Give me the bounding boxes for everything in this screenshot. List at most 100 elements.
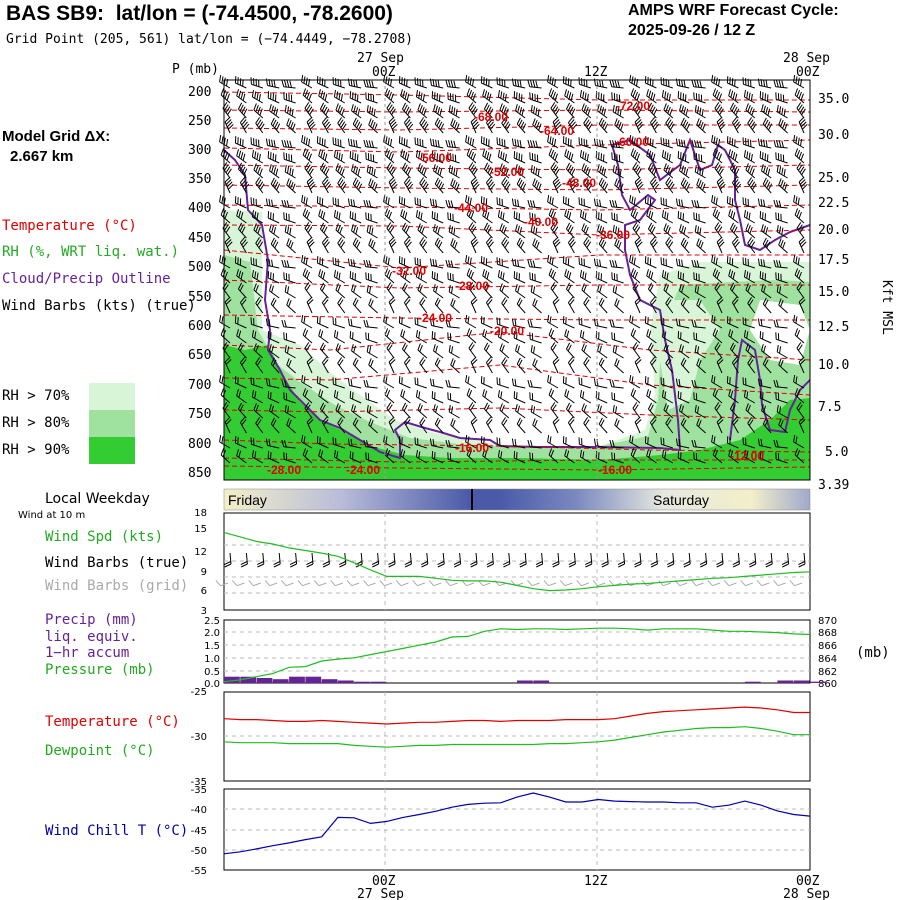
wind-barb: [550, 102, 560, 119]
label-temperature: Temperature (°C): [45, 714, 180, 730]
wind-barb: [388, 296, 396, 314]
wind-barb: [728, 449, 739, 464]
wind-barb: [696, 178, 706, 194]
wind-barb: [581, 103, 592, 119]
wind-barb: [321, 116, 332, 134]
wind-barb: [234, 376, 247, 389]
wind-barb: [579, 330, 592, 344]
wind-barb: [578, 377, 591, 389]
wind-barb: [598, 237, 608, 254]
wind-barb: [743, 90, 756, 104]
wind-barb: [583, 177, 593, 194]
wind-barb: [513, 211, 526, 224]
wind-barb: [647, 102, 658, 119]
wind-barb: [757, 438, 772, 449]
wind-barb: [448, 105, 460, 119]
wind-barb: [759, 91, 772, 104]
precip-bar: [533, 680, 550, 683]
precip-ytick: 0.5: [204, 667, 220, 678]
surface-wind-barb: [453, 552, 462, 568]
wind-barb: [433, 404, 444, 419]
surface-wind-barb: [273, 552, 281, 568]
wind-barb: [747, 297, 756, 314]
wind-barb: [663, 283, 674, 299]
wind-barb: [419, 237, 428, 254]
wind-barb: [236, 209, 247, 224]
wind-barb: [499, 283, 510, 299]
wind-barb: [794, 328, 805, 344]
legend-temperature: Temperature (°C): [2, 218, 137, 234]
wind-barb: [270, 297, 280, 314]
wind-barb: [562, 376, 575, 389]
wind-barb: [270, 177, 281, 194]
wind-barb: [220, 208, 231, 224]
surface-wind-barb: [437, 552, 445, 568]
precip-ytick: 0.0: [204, 679, 220, 690]
wind-barb: [679, 224, 690, 239]
wind-barb: [306, 296, 314, 314]
wind-barb: [548, 388, 559, 404]
wind-barb: [465, 315, 477, 329]
precip-ytick: 2.5: [204, 616, 220, 627]
wind-barb: [283, 272, 296, 284]
wind-barb: [773, 319, 788, 329]
wind-barb: [470, 356, 478, 374]
isotherm-label: -72.00: [616, 99, 650, 113]
wind-barb: [414, 257, 427, 269]
wind-barb: [431, 91, 444, 104]
wind-barb: [532, 418, 542, 434]
wind-barb: [386, 402, 395, 419]
wind-barb: [415, 390, 428, 404]
wind-barb: [598, 417, 608, 434]
height-axis-title: Kft MSL: [879, 280, 894, 335]
wind-barb: [630, 148, 641, 164]
wind-barb: [445, 379, 460, 389]
wind-barb: [485, 236, 494, 254]
wind-barb: [513, 271, 526, 284]
height-axis: 35.0 30.0 25.0 22.5 20.0 17.5 15.0 12.5 …: [818, 92, 894, 493]
wind-barb: [567, 176, 578, 194]
wind-barb: [552, 416, 560, 434]
wind-barb: [665, 417, 674, 434]
precip-bar: [337, 680, 354, 683]
wind-barb: [270, 237, 280, 254]
wind-barb: [532, 358, 542, 374]
wind-barb: [728, 149, 739, 164]
wind-barb: [598, 357, 608, 374]
wind-barb: [234, 196, 247, 209]
wind-barb: [318, 89, 329, 104]
wind-barb: [384, 448, 395, 464]
wind-barb: [691, 139, 706, 149]
wind-barb: [400, 89, 411, 104]
wind-barb: [347, 438, 362, 449]
wind-barb: [745, 103, 756, 119]
temp-ytick: -25: [191, 687, 207, 698]
wind-barb: [219, 435, 231, 449]
precip-ytick: 1.5: [204, 641, 220, 652]
grid-wind-barb: [346, 580, 360, 587]
wind-barb: [747, 177, 757, 194]
wind-barb: [661, 90, 674, 104]
wind-barb: [530, 405, 542, 419]
wind-barb: [415, 330, 428, 344]
wind-barb: [403, 296, 411, 314]
surface-wind-barb: [535, 552, 544, 568]
wind-barb: [745, 403, 756, 419]
wind-barb: [417, 343, 428, 359]
weekday-subtitle: Wind at 10 m: [18, 510, 86, 521]
wind-barb: [513, 331, 526, 344]
wind-barb: [663, 343, 674, 359]
wind-barb: [250, 437, 263, 449]
wind-barb: [281, 439, 296, 449]
wind-barb: [332, 197, 345, 209]
grid-wind-barb: [789, 580, 803, 587]
wind-barb: [419, 357, 428, 374]
surface-wind-panel: 18 15 12 9 6 3: [194, 508, 811, 617]
wind-barb: [434, 117, 445, 134]
wind-barb: [679, 164, 690, 179]
wind-barb: [694, 105, 706, 119]
wind-barb: [550, 402, 559, 419]
wind-barb: [236, 329, 247, 344]
wind-speed-line: [223, 531, 811, 592]
wind-barb: [501, 237, 510, 254]
